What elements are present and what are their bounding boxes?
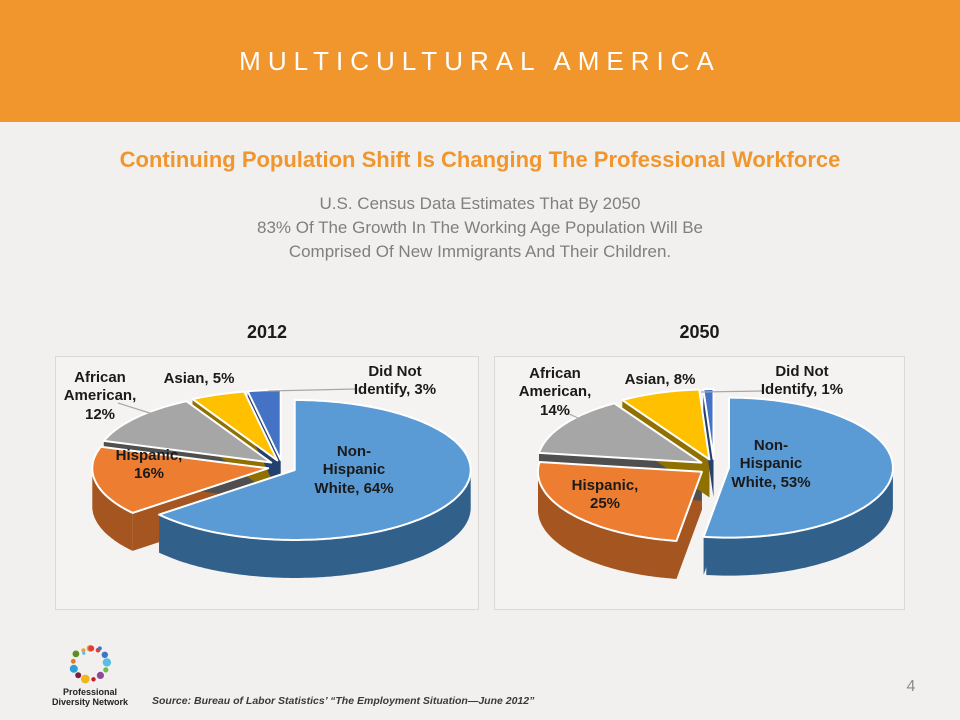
logo-dot bbox=[102, 658, 112, 667]
chart-title-2050: 2050 bbox=[679, 322, 720, 342]
page-title: Continuing Population Shift Is Changing … bbox=[119, 147, 841, 172]
pie-label-did-not-identify: Did Not Identify, 1% bbox=[760, 363, 844, 399]
logo-dot bbox=[70, 658, 76, 664]
pie-slice-wall-hispanic bbox=[92, 469, 133, 551]
pie-slice-wall-hispanic bbox=[538, 472, 677, 579]
pie-label-non-hispanic-white: Non- Hispanic White, 53% bbox=[731, 437, 811, 491]
pie-label-hispanic: Hispanic, 25% bbox=[571, 477, 639, 513]
pie-label-asian: Asian, 8% bbox=[624, 371, 696, 388]
pie-slice-non-hispanic-white bbox=[702, 396, 894, 539]
pie-slice-non-hispanic-white bbox=[158, 399, 472, 541]
header-banner: MULTICULTURAL AMERICA bbox=[0, 0, 960, 122]
pie-slice-asian bbox=[621, 388, 711, 461]
pie-label-african-american: African American, 14% bbox=[518, 365, 592, 419]
pie-leader-line bbox=[700, 390, 764, 393]
chart-panel-2012: Non- Hispanic White, 64% Hispanic, 16% A… bbox=[55, 356, 479, 610]
pie-label-hispanic: Hispanic, 16% bbox=[115, 447, 183, 483]
pie-leader-line bbox=[117, 402, 157, 416]
logo-dot bbox=[103, 667, 109, 673]
company-logo-icon bbox=[69, 645, 112, 684]
pie-slice-did-not-identify bbox=[246, 389, 282, 461]
source-citation: Source: Bureau of Labor Statistics’ “The… bbox=[152, 695, 535, 707]
logo-dot bbox=[81, 648, 86, 653]
logo-line-2: Diversity Network bbox=[51, 697, 129, 708]
pie-slice-wall-non-hispanic-white bbox=[159, 470, 471, 578]
pie-leader-line bbox=[267, 388, 357, 392]
pie-chart-2012 bbox=[91, 388, 472, 578]
pie-slice-did-not-identify bbox=[702, 388, 715, 460]
logo-dot bbox=[88, 645, 95, 652]
pie-slice-hispanic bbox=[91, 445, 270, 514]
subtitle-line-1: U.S. Census Data Estimates That By 2050 bbox=[319, 194, 641, 213]
logo-dot bbox=[80, 674, 90, 684]
logo-dot bbox=[91, 677, 96, 682]
pie-slice-side-did-not-identify bbox=[703, 389, 714, 497]
subtitle-line-3: Comprised Of New Immigrants And Their Ch… bbox=[288, 242, 672, 261]
chart-title-2012: 2012 bbox=[246, 322, 288, 342]
slide-deck-title: MULTICULTURAL AMERICA bbox=[239, 45, 721, 76]
logo-line-1: Professional bbox=[62, 687, 118, 697]
pie-label-african-american: African American, 12% bbox=[63, 369, 137, 423]
pie-label-non-hispanic-white: Non- Hispanic White, 64% bbox=[314, 443, 394, 497]
chart-panel-2050: Non- Hispanic White, 53% Hispanic, 25% A… bbox=[494, 356, 905, 610]
chart-2050: 2050 Non- Hispanic White, 53% Hispanic, … bbox=[494, 322, 905, 610]
logo-dot bbox=[96, 671, 104, 679]
pie-label-did-not-identify: Did Not Identify, 3% bbox=[353, 363, 437, 399]
logo-dot bbox=[97, 646, 102, 651]
logo-dot bbox=[72, 650, 80, 658]
pie-leader-line bbox=[566, 412, 590, 424]
logo-dot bbox=[69, 664, 78, 673]
subtitle-line-2: 83% Of The Growth In The Working Age Pop… bbox=[256, 218, 703, 237]
chart-2012: 2012 Non- Hispanic White, 64% Hispanic, … bbox=[55, 322, 479, 610]
subtitle: U.S. Census Data Estimates That By 2050 … bbox=[0, 192, 960, 264]
logo-dot bbox=[75, 672, 82, 679]
pie-slice-wall-non-hispanic-white bbox=[706, 468, 893, 576]
company-logo-text: Professional Diversity Network bbox=[36, 687, 144, 708]
pie-label-asian: Asian, 5% bbox=[163, 370, 235, 387]
logo-dot bbox=[101, 651, 108, 658]
pie-chart-2050 bbox=[536, 388, 894, 579]
pie-slice-african-american bbox=[102, 400, 273, 464]
logo-dot bbox=[82, 651, 86, 655]
pie-slice-hispanic bbox=[536, 461, 703, 542]
pie-slice-asian bbox=[191, 390, 279, 462]
page-number: 4 bbox=[906, 678, 916, 695]
